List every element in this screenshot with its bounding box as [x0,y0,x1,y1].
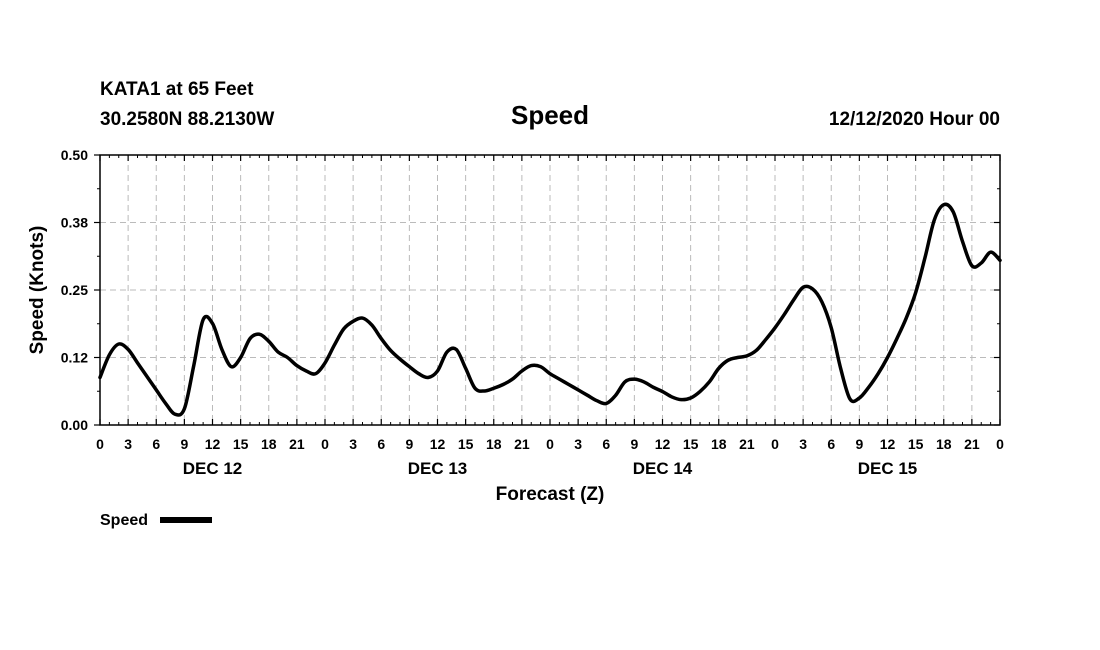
station-title: KATA1 at 65 Feet [100,79,254,100]
y-axis-label: Speed (Knots) [27,226,48,355]
x-tick-label: 21 [289,436,305,452]
x-tick-label: 0 [96,436,104,452]
x-tick-label: 18 [936,436,952,452]
x-tick-label: 9 [855,436,863,452]
day-label: DEC 13 [408,459,468,478]
grid-lines [100,155,1000,425]
y-tick-labels: 0.00 0.12 0.25 0.38 0.50 [61,147,88,433]
x-tick-label: 12 [880,436,896,452]
x-tick-label: 9 [180,436,188,452]
x-tick-label: 15 [233,436,249,452]
x-tick-label: 12 [430,436,446,452]
speed-series-line [98,202,1002,417]
y-tick-label: 0.00 [61,417,88,433]
x-tick-label: 3 [349,436,357,452]
day-label: DEC 12 [183,459,243,478]
x-axis-label: Forecast (Z) [496,484,605,505]
y-tick-label: 0.12 [61,350,88,366]
x-tick-label: 0 [771,436,779,452]
chart-title: Speed [511,100,589,130]
day-labels: DEC 12 DEC 13 DEC 14 DEC 15 [183,459,918,478]
x-tick-labels: 0 3 6 9 12 15 18 21 0 3 6 9 12 15 18 21 0 3 6 9 12 15 18 21 0 3 6 9… [96,436,1004,452]
legend-label: Speed [100,512,148,529]
x-tick-label: 15 [458,436,474,452]
x-tick-label: 18 [486,436,502,452]
x-tick-label: 21 [739,436,755,452]
x-tick-label: 3 [574,436,582,452]
station-coords: 30.2580N 88.2130W [100,109,274,130]
x-tick-label: 0 [996,436,1004,452]
x-tick-label: 6 [602,436,610,452]
x-tick-label: 21 [514,436,530,452]
x-tick-label: 15 [908,436,924,452]
x-tick-label: 21 [964,436,980,452]
x-tick-label: 0 [546,436,554,452]
x-tick-label: 6 [152,436,160,452]
x-tick-label: 6 [827,436,835,452]
day-label: DEC 14 [633,459,693,478]
x-tick-label: 12 [205,436,221,452]
x-tick-label: 12 [655,436,671,452]
x-tick-label: 3 [124,436,132,452]
x-tick-label: 6 [377,436,385,452]
plot-frame [99,154,1001,426]
x-tick-label: 18 [711,436,727,452]
x-tick-label: 18 [261,436,277,452]
y-tick-label: 0.25 [61,282,88,298]
x-tick-label: 15 [683,436,699,452]
x-tick-label: 9 [630,436,638,452]
x-tick-label: 9 [405,436,413,452]
legend-swatch [160,517,212,523]
y-tick-label: 0.50 [61,147,88,163]
day-label: DEC 15 [858,459,918,478]
y-tick-label: 0.38 [61,215,88,231]
x-tick-label: 3 [799,436,807,452]
forecast-datetime: 12/12/2020 Hour 00 [829,109,1000,130]
x-tick-label: 0 [321,436,329,452]
